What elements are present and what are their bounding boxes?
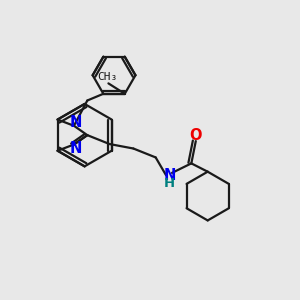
Text: N: N: [164, 168, 176, 183]
Text: N: N: [70, 142, 82, 157]
Text: CH₃: CH₃: [97, 72, 117, 82]
Text: H: H: [164, 177, 175, 190]
Text: O: O: [190, 128, 202, 143]
Text: N: N: [70, 115, 82, 130]
